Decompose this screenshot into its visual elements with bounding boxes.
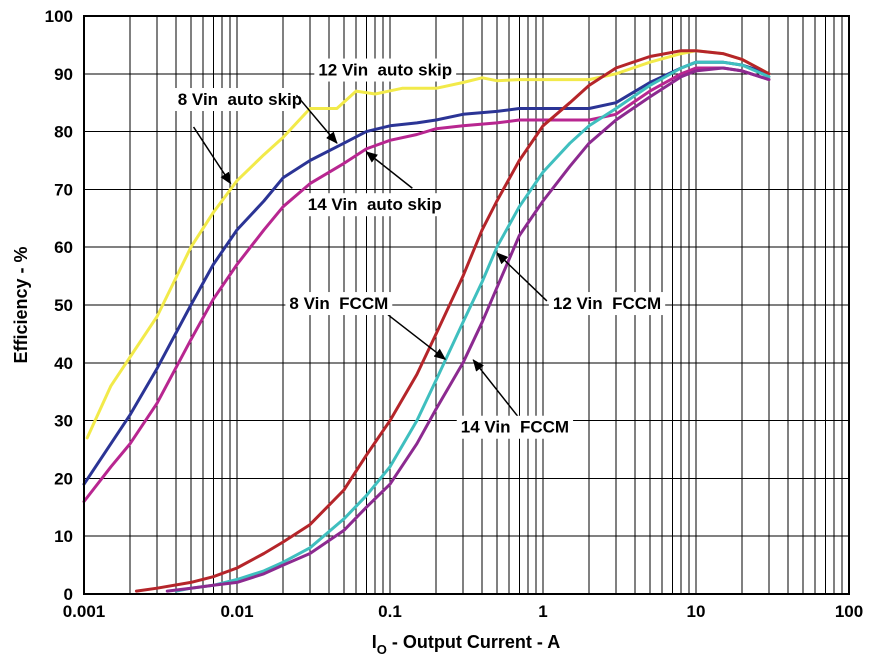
x-tick-label: 0.001: [63, 602, 106, 621]
annotation-label: 12 Vin FCCM: [553, 294, 661, 313]
x-axis-title: IO - Output Current - A: [372, 632, 560, 657]
annotation-arrow: [295, 94, 338, 144]
y-tick-label: 100: [45, 7, 73, 26]
y-tick-label: 90: [54, 65, 73, 84]
y-tick-label: 60: [54, 238, 73, 257]
annotation-label: 12 Vin auto skip: [318, 61, 452, 80]
y-tick-label: 40: [54, 354, 73, 373]
y-tick-label: 70: [54, 180, 73, 199]
y-tick-label: 30: [54, 412, 73, 431]
annotation-arrow: [472, 359, 525, 425]
plot-frame: [83, 15, 850, 595]
tick-labels: 0.001 0.01 0.1 1 10 100 0 10 20 30 40 50 60 70 80 90 100: [45, 7, 864, 621]
series-line-8-vin-fccm: [134, 49, 771, 593]
annotation-label: 8 Vin auto skip: [178, 90, 302, 109]
x-tick-label: 100: [835, 602, 863, 621]
series-lines: [82, 49, 771, 593]
y-tick-label: 80: [54, 123, 73, 142]
annotation-label-background: [173, 88, 307, 112]
annotation-label-background: [314, 58, 457, 82]
y-tick-label: 50: [54, 296, 73, 315]
annotation-arrow: [192, 126, 232, 185]
x-tick-label: 0.01: [220, 602, 253, 621]
annotation-label-background: [285, 292, 393, 316]
annotation-label: 14 Vin auto skip: [308, 195, 442, 214]
series-line-8-vin-auto-skip: [85, 49, 771, 440]
x-tick-label: 1: [538, 602, 547, 621]
annotation-label: 14 Vin FCCM: [461, 418, 569, 437]
y-tick-label: 20: [54, 469, 73, 488]
series-line-14-vin-fccm: [165, 66, 771, 593]
x-tick-label: 0.1: [378, 602, 402, 621]
series-line-14-vin-auto-skip: [82, 66, 771, 503]
y-tick-label: 10: [54, 527, 73, 546]
annotations: 8 Vin auto skip 12 Vin auto skip 14 Vin au…: [173, 58, 666, 439]
y-axis-title: Efficiency - %: [11, 246, 31, 363]
annotation-label: 8 Vin FCCM: [289, 294, 388, 313]
annotation-label-background: [548, 292, 666, 316]
annotation-arrow: [365, 151, 413, 189]
annotation-label-background: [456, 415, 574, 439]
annotation-arrow: [496, 252, 548, 302]
y-tick-label: 0: [64, 585, 73, 604]
x-tick-label: 10: [687, 602, 706, 621]
annotation-arrow: [387, 314, 447, 360]
annotation-label-background: [303, 193, 446, 217]
series-line-12-vin-fccm: [174, 60, 771, 593]
